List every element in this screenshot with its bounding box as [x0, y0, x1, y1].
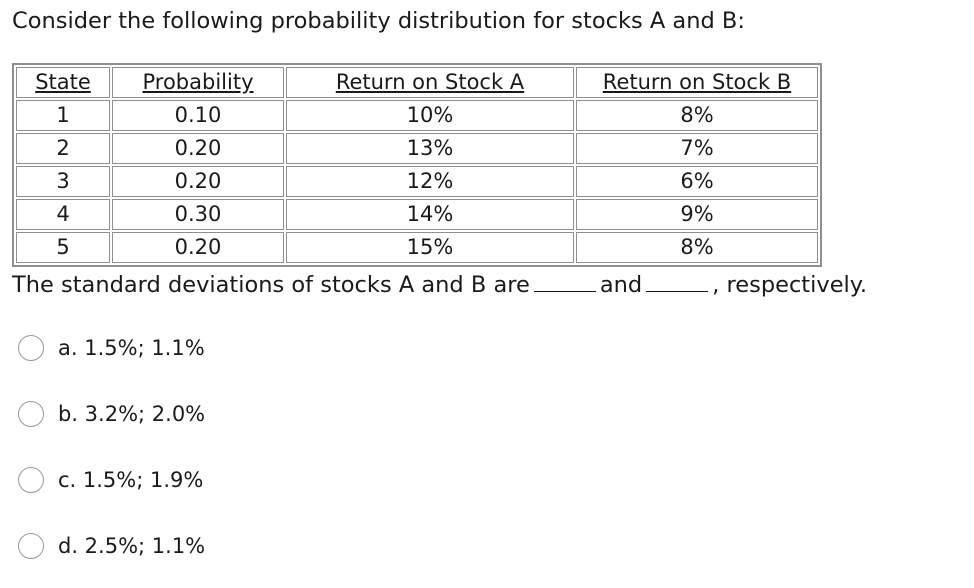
cell-return-a: 10%: [286, 100, 574, 131]
answer-blank-b: [646, 273, 709, 292]
radio-button-c[interactable]: [18, 467, 44, 493]
table-row: 4 0.30 14% 9%: [16, 199, 818, 230]
table-row: 3 0.20 12% 6%: [16, 166, 818, 197]
cell-probability: 0.20: [112, 166, 284, 197]
cell-return-b: 6%: [576, 166, 818, 197]
option-c-label: c. 1.5%; 1.9%: [58, 468, 204, 492]
radio-button-d[interactable]: [18, 533, 44, 559]
cell-probability: 0.20: [112, 232, 284, 263]
table-row: 2 0.20 13% 7%: [16, 133, 818, 164]
option-c[interactable]: c. 1.5%; 1.9%: [18, 462, 203, 498]
cell-state: 1: [16, 100, 110, 131]
option-d-label: d. 2.5%; 1.1%: [58, 534, 206, 558]
question-text: Consider the following probability distr…: [12, 8, 745, 34]
answer-blank-a: [533, 273, 596, 292]
header-probability: Probability: [112, 67, 284, 98]
question-statement: The standard deviations of stocks A and …: [12, 268, 867, 302]
cell-return-b: 7%: [576, 133, 818, 164]
option-a[interactable]: a. 1.5%; 1.1%: [18, 330, 205, 366]
option-b-label: b. 3.2%; 2.0%: [58, 402, 206, 426]
cell-return-a: 14%: [286, 199, 574, 230]
radio-button-a[interactable]: [18, 335, 44, 361]
statement-part-1: The standard deviations of stocks A and …: [12, 272, 530, 298]
statement-part-2: and: [599, 272, 643, 298]
cell-probability: 0.20: [112, 133, 284, 164]
cell-return-b: 8%: [576, 100, 818, 131]
header-return-a: Return on Stock A: [286, 67, 574, 98]
cell-return-a: 13%: [286, 133, 574, 164]
cell-probability: 0.10: [112, 100, 284, 131]
cell-return-a: 12%: [286, 166, 574, 197]
cell-state: 5: [16, 232, 110, 263]
option-d[interactable]: d. 2.5%; 1.1%: [18, 528, 205, 564]
cell-return-b: 9%: [576, 199, 818, 230]
header-state: State: [16, 67, 110, 98]
table-row: 1 0.10 10% 8%: [16, 100, 818, 131]
option-a-label: a. 1.5%; 1.1%: [58, 336, 205, 360]
cell-state: 4: [16, 199, 110, 230]
table-row: 5 0.20 15% 8%: [16, 232, 818, 263]
cell-return-a: 15%: [286, 232, 574, 263]
table-header-row: State Probability Return on Stock A Retu…: [16, 67, 818, 98]
statement-part-3: , respectively.: [712, 272, 868, 298]
cell-state: 2: [16, 133, 110, 164]
cell-return-b: 8%: [576, 232, 818, 263]
probability-table: State Probability Return on Stock A Retu…: [12, 63, 822, 267]
option-b[interactable]: b. 3.2%; 2.0%: [18, 396, 205, 432]
cell-probability: 0.30: [112, 199, 284, 230]
header-return-b: Return on Stock B: [576, 67, 818, 98]
radio-button-b[interactable]: [18, 401, 44, 427]
cell-state: 3: [16, 166, 110, 197]
